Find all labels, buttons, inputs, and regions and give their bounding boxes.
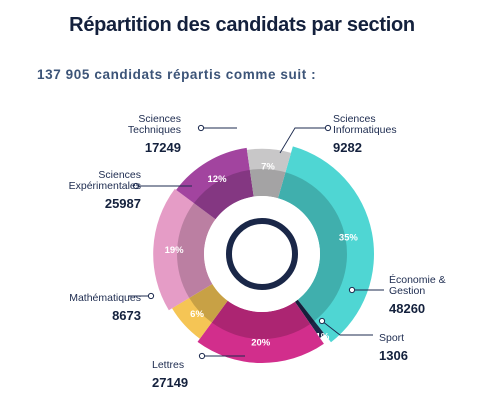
chart-subtitle: 137 905 candidats répartis comme suit : [37,67,317,82]
value-label-sciences-techniques: 17249 [145,140,181,155]
category-label-sciences-informatiques: Sciences [333,113,376,125]
leader-dot-economie-and-gestion [348,286,356,294]
slice-inner-band-sciences-informatiques [249,169,286,199]
category-label-mathematiques: Mathématiques [69,292,141,304]
slice-inner-band-lettres [211,300,311,339]
slice-mathematiques [172,283,228,339]
slice-inner-band-mathematiques [189,283,228,323]
value-label-sciences-informatiques: 9282 [333,140,362,155]
slice-inner-band-sciences-experimentales [177,203,216,298]
percent-label-sciences-experimentales: 19% [165,245,185,256]
center-ring [226,218,298,290]
percent-label-sciences-informatiques: 7% [261,162,275,173]
value-label-sciences-experimentales: 25987 [105,196,141,211]
leader-line-sciences-informatiques [279,127,328,154]
chart-title: Répartition des candidats par section [69,14,415,36]
slice-sciences-experimentales [153,188,216,311]
category-label-economie-and-gestion: Économie & [389,273,446,286]
category-label-sciences-informatiques: Informatiques [333,124,397,136]
leader-dot-sciences-informatiques [324,124,332,132]
percent-label-sciences-techniques: 12% [208,174,228,185]
slice-sport [294,299,325,338]
leader-dot-sport [318,317,326,325]
category-label-economie-and-gestion: Gestion [389,285,425,297]
value-label-mathematiques: 8673 [112,308,141,323]
category-label-sciences-experimentales: Expérimentales [69,180,141,192]
center-hole [204,196,320,312]
percent-label-mathematiques: 6% [190,309,204,320]
slice-economie-and-gestion [277,146,374,343]
slice-inner-band-economie-and-gestion [277,172,348,321]
value-label-sport: 1306 [379,348,408,363]
leader-dot-mathematiques [147,292,155,300]
slice-sciences-techniques [176,147,254,220]
value-label-lettres: 27149 [152,375,188,390]
leader-line-sport [321,320,373,336]
percent-label-economie-and-gestion: 35% [339,233,359,244]
slice-sciences-informatiques [246,148,292,199]
leader-dot-sciences-experimentales [132,182,140,190]
category-label-sciences-techniques: Sciences [138,113,181,125]
slice-lettres [197,300,324,364]
percent-label-sport: 1% [316,332,330,343]
value-label-economie-and-gestion: 48260 [389,301,425,316]
leader-dot-sciences-techniques [197,124,205,132]
category-label-sport: Sport [379,332,404,344]
slice-inner-band-sciences-techniques [193,169,254,220]
category-label-lettres: Lettres [152,359,184,371]
percent-label-lettres: 20% [251,337,271,348]
slice-inner-band-sport [294,299,315,324]
leader-dot-lettres [198,352,206,360]
category-label-sciences-experimentales: Sciences [98,169,141,181]
category-label-sciences-techniques: Techniques [128,124,181,136]
